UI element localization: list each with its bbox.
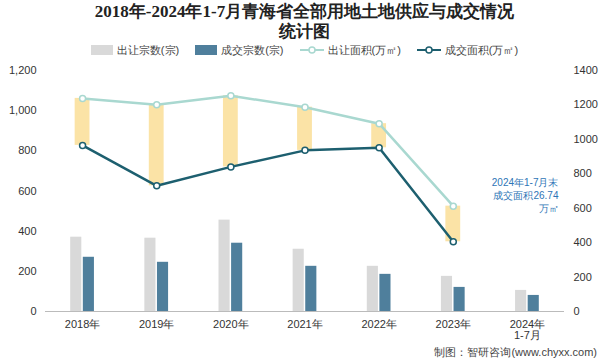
svg-text:2024年1-7月末成交面积26.74万㎡: 2024年1-7月末成交面积26.74万㎡: [492, 177, 559, 214]
svg-text:200: 200: [18, 265, 36, 277]
svg-text:1400: 1400: [574, 64, 598, 76]
svg-text:2020年: 2020年: [213, 318, 248, 330]
svg-text:200: 200: [574, 271, 592, 283]
svg-text:2022年: 2022年: [361, 318, 396, 330]
html-text:成交宗数(宗): 成交宗数(宗): [221, 43, 284, 56]
svg-text:1200: 1200: [574, 98, 598, 110]
svg-text:1,200: 1,200: [9, 64, 37, 76]
svg-text:400: 400: [574, 236, 592, 248]
svg-text:600: 600: [574, 202, 592, 214]
svg-text:800: 800: [574, 167, 592, 179]
svg-text:2023年: 2023年: [436, 318, 471, 330]
svg-text:2021年: 2021年: [287, 318, 322, 330]
html-text:成交面积(万㎡): 成交面积(万㎡): [444, 43, 519, 56]
svg-text:0: 0: [574, 305, 580, 317]
svg-text:1000: 1000: [574, 133, 598, 145]
html-text:出让面积(万㎡): 出让面积(万㎡): [327, 43, 401, 56]
html-text:2018年-2024年1-7月青海省全部用地土地供应与成交情: 2018年-2024年1-7月青海省全部用地土地供应与成交情况统计图: [94, 2, 515, 41]
svg-text:400: 400: [18, 225, 36, 237]
svg-text:800: 800: [18, 144, 36, 156]
svg-text:2018年: 2018年: [65, 318, 100, 330]
svg-text:1,000: 1,000: [9, 104, 37, 116]
html-text:出让宗数(宗): 出让宗数(宗): [116, 43, 180, 56]
svg-text:2019年: 2019年: [139, 318, 174, 330]
svg-text:2024年1-7月: 2024年1-7月: [510, 318, 545, 341]
svg-text:0: 0: [30, 305, 36, 317]
html-text:制图：智研咨询(www.chyxx.com): 制图：智研咨询(www.chyxx.com): [434, 346, 597, 358]
svg-text:600: 600: [18, 185, 36, 197]
